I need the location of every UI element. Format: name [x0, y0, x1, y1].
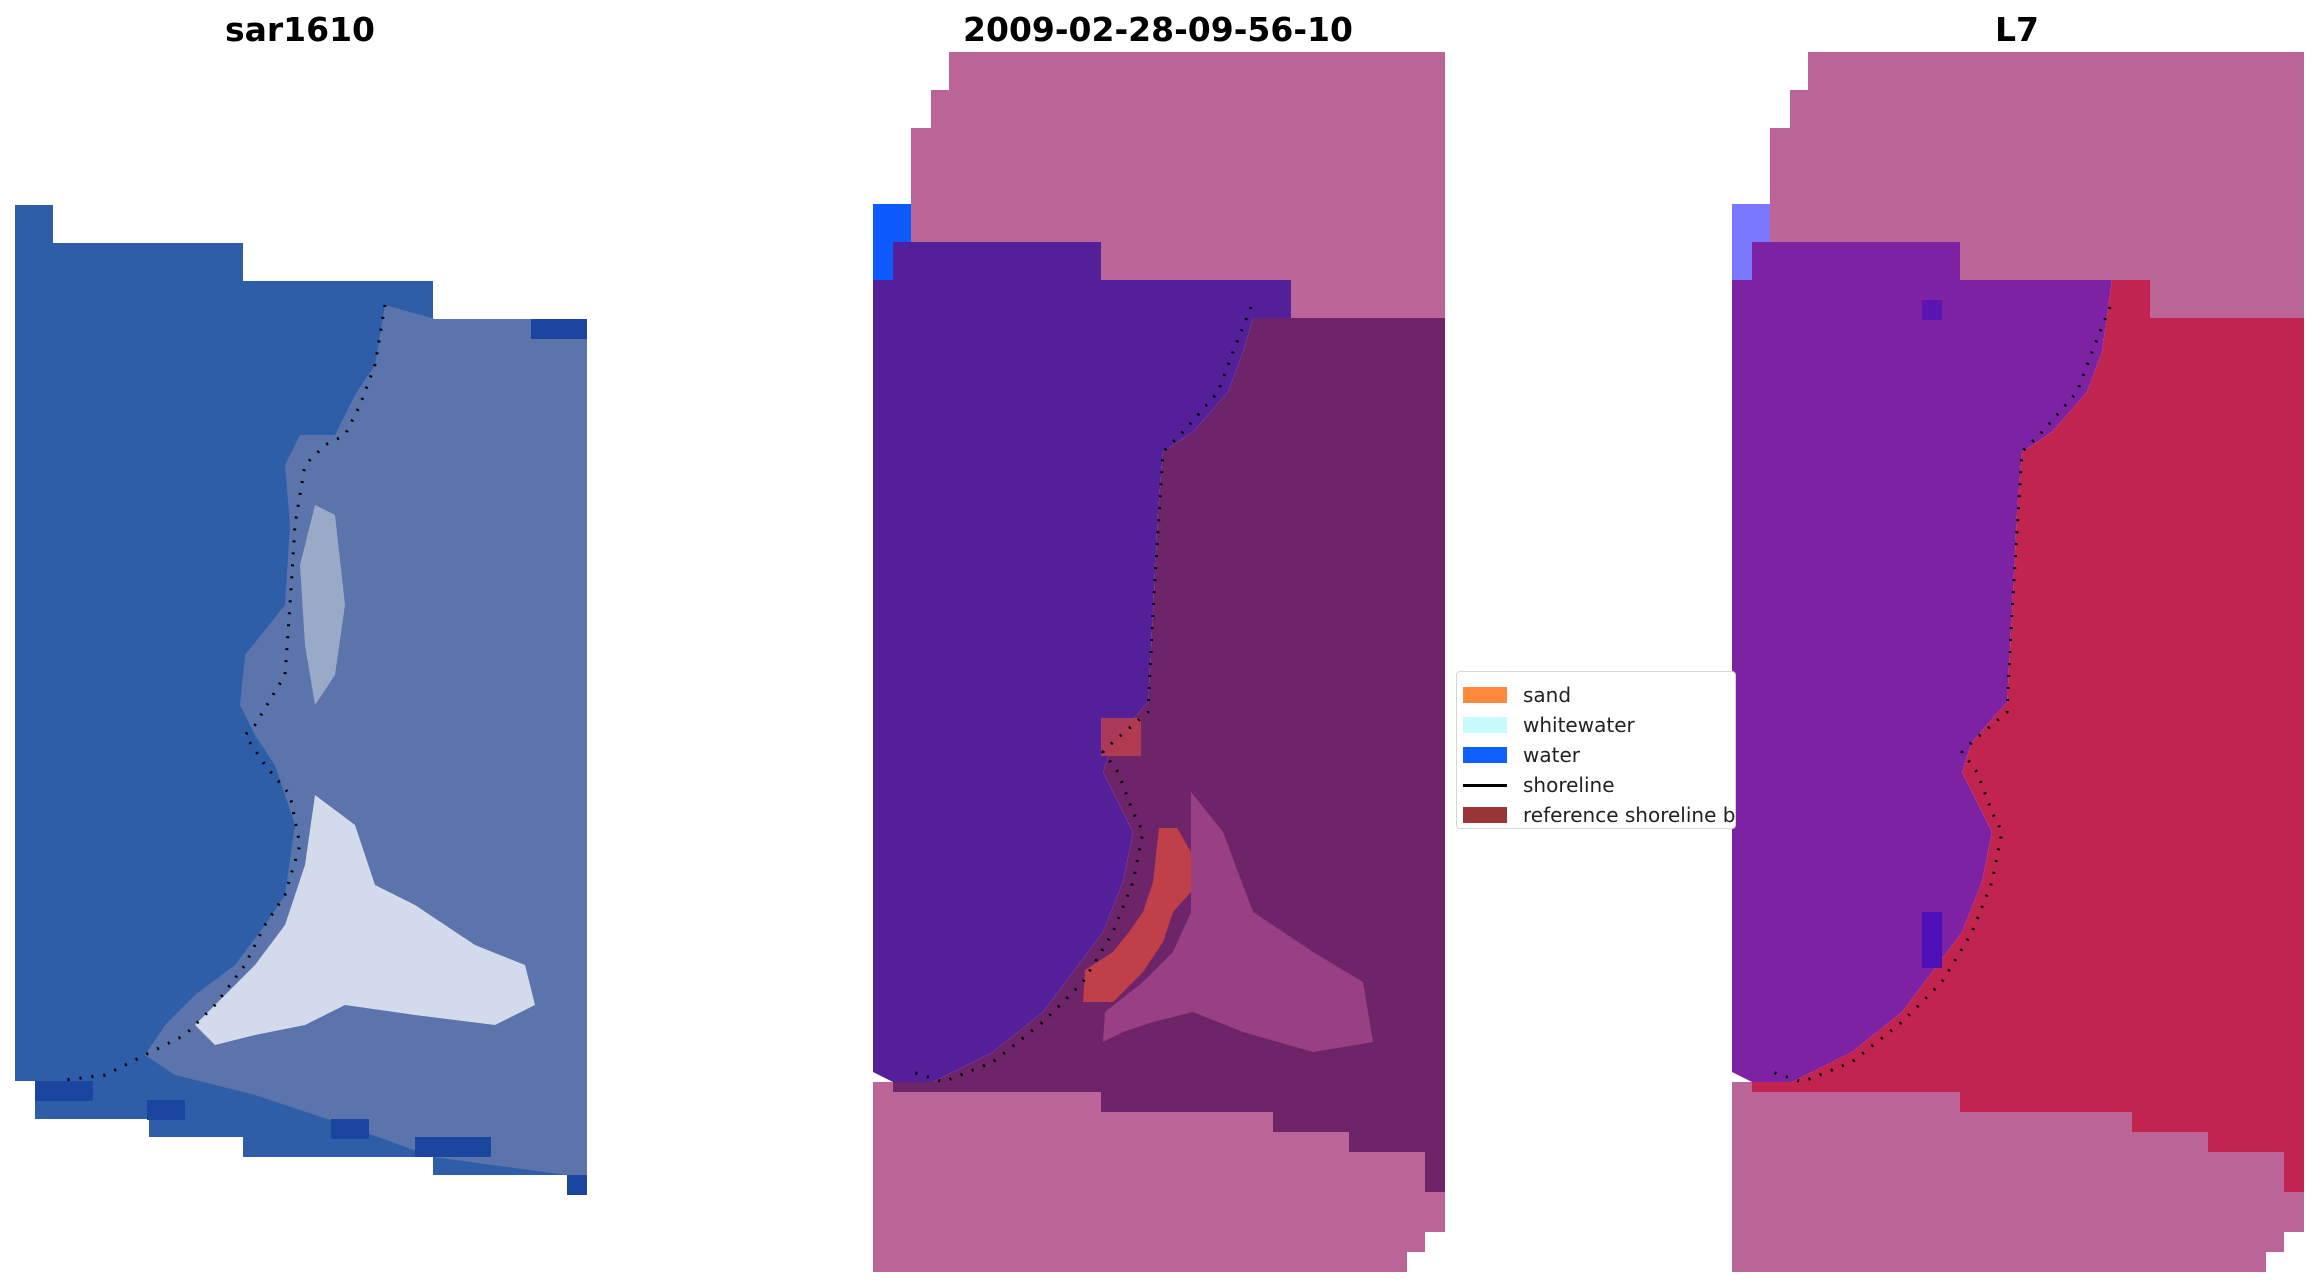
index-image — [1732, 52, 2304, 1272]
classification-pale-spit — [1103, 792, 1373, 1052]
legend-item-whitewater: whitewater — [1457, 710, 1635, 740]
index-land-area — [1752, 280, 2304, 1192]
legend-item-water: water — [1457, 740, 1580, 770]
reference-shoreline-buffer — [1083, 828, 1191, 1002]
rgb-dark-strip — [531, 319, 587, 339]
legend-label-water: water — [1523, 743, 1580, 767]
index-dark-water-spot — [1922, 912, 1942, 968]
rgb-dark-strip — [415, 1137, 491, 1157]
legend-swatch-reference-shoreline-buffer — [1463, 807, 1507, 823]
shoreline-middle — [912, 306, 1253, 1084]
index-panel — [1732, 52, 2304, 1272]
panel-title-middle: 2009-02-28-09-56-10 — [963, 10, 1353, 49]
legend-item-sand: sand — [1457, 680, 1571, 710]
index-dark-water-spot — [1922, 300, 1942, 320]
rgb-image — [15, 205, 587, 1195]
legend-swatch-whitewater — [1463, 717, 1507, 733]
legend-label-reference-shoreline-buffer: reference shoreline buffer — [1523, 803, 1736, 827]
classification-mask-top — [911, 52, 1445, 318]
classification-water-area — [873, 242, 1291, 1082]
panel-title-left: sar1610 — [224, 10, 376, 49]
legend-item-shoreline: shoreline — [1457, 770, 1615, 800]
legend-label-whitewater: whitewater — [1523, 713, 1635, 737]
legend-swatch-sand — [1463, 687, 1507, 703]
rgb-dark-strip — [567, 1175, 587, 1195]
index-mask-top — [1770, 52, 2304, 318]
classification-panel — [873, 52, 1445, 1272]
panel-title-right: L7 — [1995, 10, 2039, 49]
classification-mask-bottom — [873, 1082, 1445, 1272]
classification-image — [873, 52, 1445, 1272]
rgb-dark-strip — [147, 1100, 185, 1120]
legend-label-sand: sand — [1523, 683, 1572, 707]
rgb-dark-strip — [331, 1119, 369, 1139]
legend-line-shoreline — [1463, 783, 1507, 787]
legend-label-shoreline: shoreline — [1523, 773, 1615, 797]
rgb-dark-strip — [35, 1081, 93, 1101]
rgb-pale-ridge — [300, 505, 345, 705]
legend-swatch-water — [1463, 747, 1507, 763]
legend-item-reference-shoreline-buffer: reference shoreline buffer — [1457, 800, 1736, 828]
index-water-area — [1732, 242, 2112, 1082]
legend: sand whitewater water shoreline referenc… — [1456, 671, 1736, 829]
rgb-image-panel — [15, 205, 587, 1195]
index-mask-bottom — [1732, 1082, 2304, 1272]
rgb-bright-sand-spit — [195, 795, 535, 1045]
shoreline-right — [1771, 306, 2112, 1084]
